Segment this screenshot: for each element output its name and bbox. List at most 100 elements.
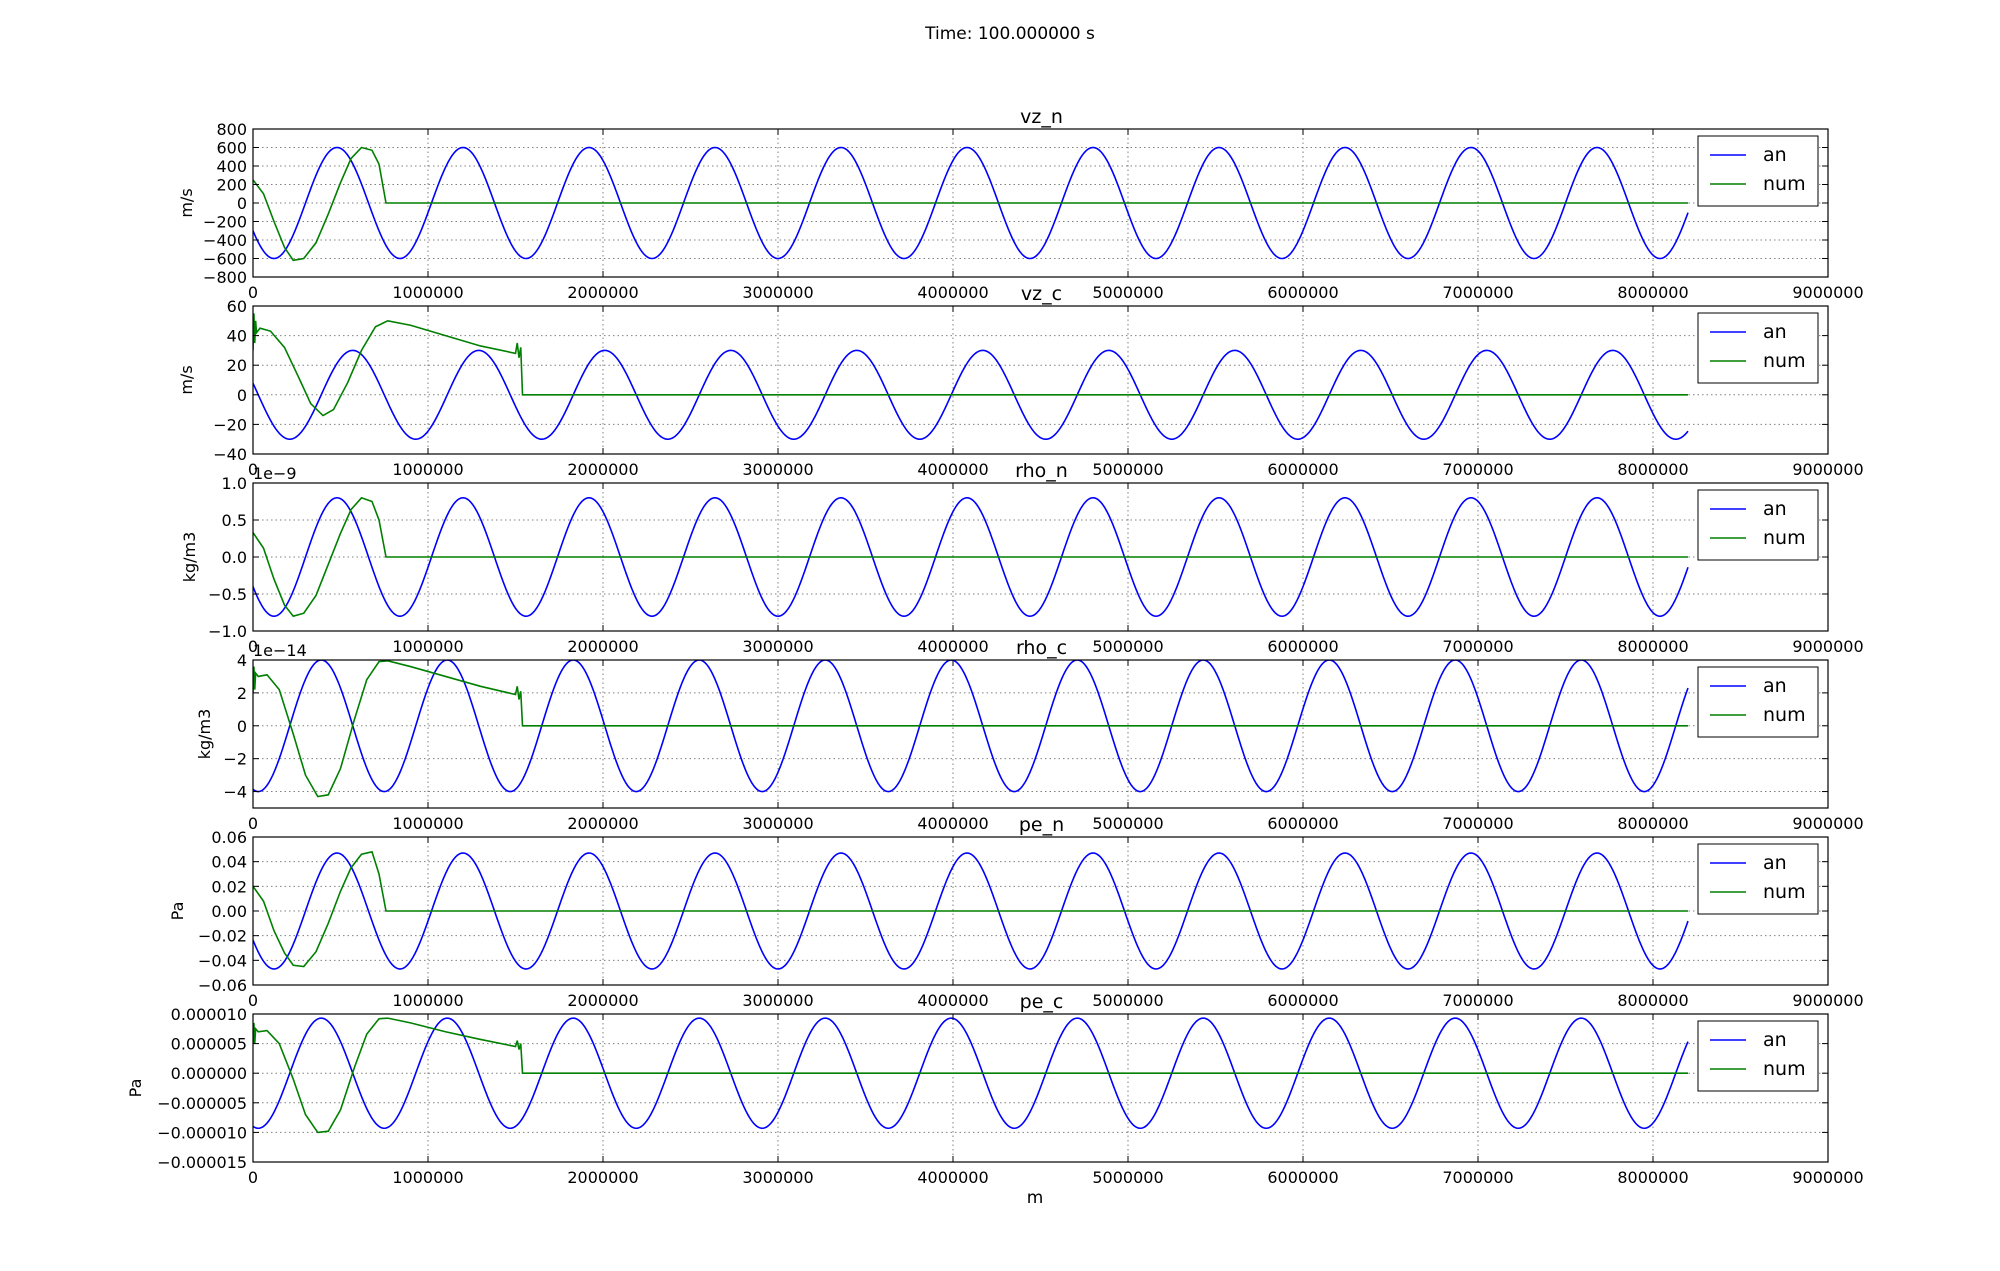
y-tick-label: 0 <box>237 717 247 736</box>
x-tick-label: 3000000 <box>742 1168 813 1187</box>
legend: an num <box>1697 312 1819 384</box>
y-tick-label: −0.000015 <box>157 1153 247 1172</box>
x-tick-label: 3000000 <box>742 637 813 656</box>
x-tick-label: 2000000 <box>567 637 638 656</box>
y-tick-label: −0.5 <box>208 585 247 604</box>
y-axis-label: Pa <box>126 1079 145 1098</box>
figure-xlabel: m <box>1027 1188 1044 1208</box>
subplot-rho-c: 0 1000000 2000000 3000000 4000000 5000000 6000… <box>195 637 1864 833</box>
y-tick-label: 60 <box>227 297 247 316</box>
y-tick-label: −600 <box>203 250 247 269</box>
x-tick-label: 1000000 <box>392 637 463 656</box>
series-line-num <box>253 1017 1688 1134</box>
x-tick-label: 6000000 <box>1267 283 1338 302</box>
y-tick-label: 0 <box>237 194 247 213</box>
x-tick-label: 7000000 <box>1442 637 1513 656</box>
legend-label-num: num <box>1763 704 1806 726</box>
subplot-title: pe_c <box>1020 991 1064 1013</box>
x-tick-label: 6000000 <box>1267 637 1338 656</box>
y-tick-label: 600 <box>216 139 247 158</box>
x-tick-label: 9000000 <box>1792 283 1863 302</box>
y-tick-label: −4 <box>223 783 247 802</box>
y-tick-label: 0.00 <box>211 902 247 921</box>
y-tick-label: −400 <box>203 231 247 250</box>
x-tick-label: 9000000 <box>1792 814 1863 833</box>
subplot-title: rho_c <box>1016 637 1067 659</box>
series-line-num <box>253 850 1688 968</box>
y-tick-label: −200 <box>203 213 247 232</box>
x-tick-label: 8000000 <box>1617 460 1688 479</box>
x-tick-label: 2000000 <box>567 991 638 1010</box>
subplot-title: pe_n <box>1019 814 1064 836</box>
x-tick-label: 6000000 <box>1267 814 1338 833</box>
x-tick-label: 7000000 <box>1442 1168 1513 1187</box>
y-tick-label: 1.0 <box>222 474 247 493</box>
legend: an num <box>1697 843 1819 915</box>
y-tick-label: 400 <box>216 157 247 176</box>
y-tick-label: −40 <box>213 445 247 464</box>
legend-label-num: num <box>1763 527 1806 549</box>
legend-label-an: an <box>1763 675 1787 697</box>
legend-box <box>1697 1020 1819 1092</box>
plot-area <box>253 306 1828 454</box>
legend-label-num: num <box>1763 881 1806 903</box>
y-tick-label: −0.04 <box>198 951 247 970</box>
x-tick-label: 9000000 <box>1792 1168 1863 1187</box>
legend-label-num: num <box>1763 350 1806 372</box>
x-tick-label: 1000000 <box>392 283 463 302</box>
x-tick-label: 9000000 <box>1792 637 1863 656</box>
y-tick-label: −0.000005 <box>157 1094 247 1113</box>
x-tick-label: 4000000 <box>917 991 988 1010</box>
series-line-an <box>253 852 1689 970</box>
x-tick-label: 0 <box>248 991 258 1010</box>
y-axis-label: m/s <box>177 188 196 217</box>
x-tick-label: 8000000 <box>1617 1168 1688 1187</box>
x-tick-label: 7000000 <box>1442 283 1513 302</box>
x-tick-label: 4000000 <box>917 283 988 302</box>
x-tick-label: 5000000 <box>1092 991 1163 1010</box>
plot-area <box>253 660 1828 808</box>
y-tick-label: 4 <box>237 651 247 670</box>
legend-box <box>1697 135 1819 207</box>
x-tick-label: 6000000 <box>1267 460 1338 479</box>
legend: an num <box>1697 135 1819 207</box>
y-tick-label: −20 <box>213 415 247 434</box>
y-tick-label: 200 <box>216 176 247 195</box>
x-tick-label: 5000000 <box>1092 814 1163 833</box>
x-tick-label: 5000000 <box>1092 283 1163 302</box>
x-tick-label: 4000000 <box>917 460 988 479</box>
y-tick-label: 0.04 <box>211 853 247 872</box>
x-tick-label: 7000000 <box>1442 814 1513 833</box>
y-tick-label: 0.000005 <box>171 1035 247 1054</box>
y-tick-label: 20 <box>227 356 247 375</box>
y-tick-label: 2 <box>237 684 247 703</box>
series-line-an <box>253 1017 1689 1130</box>
x-tick-label: 1000000 <box>392 460 463 479</box>
y-tick-label: 0.000010 <box>171 1005 247 1024</box>
legend-label-an: an <box>1763 321 1787 343</box>
x-tick-label: 3000000 <box>742 991 813 1010</box>
y-tick-label: 0.5 <box>222 511 247 530</box>
legend-label-num: num <box>1763 1058 1806 1080</box>
y-tick-label: 0 <box>237 386 247 405</box>
x-tick-label: 9000000 <box>1792 460 1863 479</box>
x-tick-label: 0 <box>248 460 258 479</box>
y-offset-text: 1e−9 <box>253 464 297 483</box>
series-line-num <box>253 660 1688 798</box>
x-tick-label: 1000000 <box>392 991 463 1010</box>
x-tick-label: 3000000 <box>742 283 813 302</box>
y-axis-label: kg/m3 <box>195 709 214 760</box>
y-tick-label: 0.0 <box>222 548 247 567</box>
y-tick-label: −0.06 <box>198 976 247 995</box>
legend-box <box>1697 489 1819 561</box>
legend-label-an: an <box>1763 852 1787 874</box>
x-tick-label: 8000000 <box>1617 991 1688 1010</box>
y-tick-label: −800 <box>203 268 247 287</box>
x-tick-label: 5000000 <box>1092 637 1163 656</box>
series-line-an <box>253 146 1689 260</box>
series-line-num <box>253 313 1688 417</box>
x-tick-label: 7000000 <box>1442 460 1513 479</box>
x-tick-label: 8000000 <box>1617 814 1688 833</box>
legend: an num <box>1697 666 1819 738</box>
subplot-title: rho_n <box>1015 460 1068 482</box>
